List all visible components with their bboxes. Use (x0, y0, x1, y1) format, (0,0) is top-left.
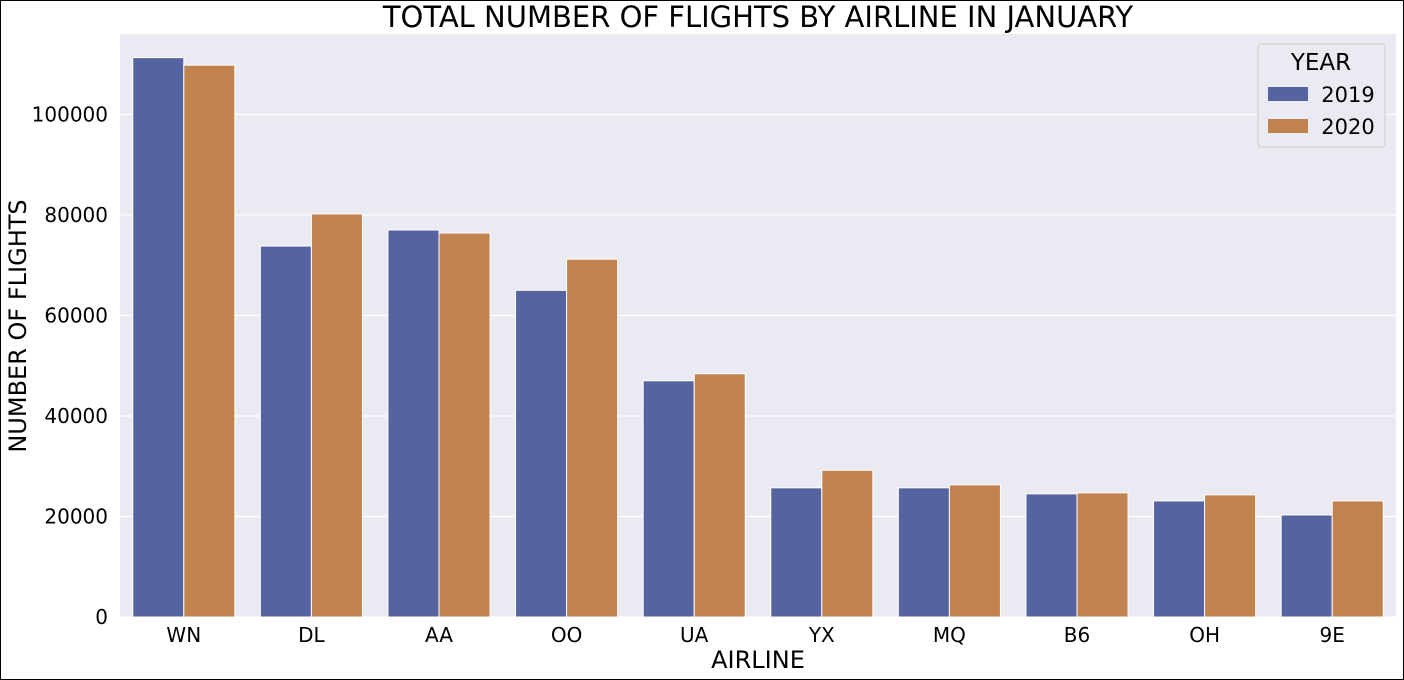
bar-MQ-2019 (897, 487, 950, 618)
y-tick-label: 100000 (32, 102, 108, 126)
bar-WN-2020 (183, 64, 236, 618)
bar-9E-2019 (1280, 514, 1333, 618)
legend-label-2019: 2019 (1321, 83, 1374, 107)
x-tick-label: YX (808, 623, 835, 647)
chart-title: TOTAL NUMBER OF FLIGHTS BY AIRLINE IN JA… (382, 0, 1134, 34)
x-tick-label: DL (298, 623, 325, 647)
x-tick-label: AA (425, 623, 453, 647)
x-axis-label: AIRLINE (711, 646, 805, 674)
legend-swatch-2019 (1268, 87, 1308, 101)
legend-swatch-2020 (1268, 119, 1308, 133)
bar-DL-2020 (310, 213, 363, 618)
x-tick-label: MQ (933, 623, 966, 647)
bar-OH-2020 (1204, 494, 1257, 618)
bar-UA-2020 (693, 373, 746, 618)
bar-AA-2019 (387, 229, 440, 618)
bar-9E-2020 (1331, 500, 1384, 618)
x-tick-label: UA (680, 623, 709, 647)
x-tick-label: OO (551, 623, 582, 647)
bar-MQ-2020 (948, 484, 1001, 618)
bar-YX-2020 (821, 469, 874, 618)
bar-YX-2019 (770, 487, 823, 618)
legend-label-2020: 2020 (1321, 115, 1374, 139)
bar-B6-2020 (1076, 492, 1129, 618)
x-tick-label: 9E (1320, 623, 1345, 647)
x-tick-label: B6 (1064, 623, 1090, 647)
y-tick-label: 20000 (44, 504, 108, 528)
legend: YEAR 2019 2020 (1257, 43, 1386, 148)
bar-DL-2019 (259, 245, 312, 618)
legend-title: YEAR (1290, 50, 1351, 76)
bar-OH-2019 (1153, 500, 1206, 618)
bar-UA-2019 (642, 380, 695, 618)
bar-OO-2019 (515, 289, 568, 618)
bars (132, 57, 1384, 618)
y-axis-label: NUMBER OF FLIGHTS (4, 199, 32, 452)
bar-B6-2019 (1025, 493, 1078, 618)
bar-WN-2019 (132, 57, 185, 618)
bar-AA-2020 (438, 232, 491, 618)
y-tick-label: 0 (95, 605, 108, 629)
y-tick-label: 80000 (44, 203, 108, 227)
x-axis-ticks: WN DL AA OO UA YX MQ B6 OH 9E (166, 623, 1344, 647)
x-tick-label: WN (166, 623, 201, 647)
y-axis-ticks: 0 20000 40000 60000 80000 100000 (32, 102, 108, 629)
y-tick-label: 40000 (44, 404, 108, 428)
y-tick-label: 60000 (44, 303, 108, 327)
bar-OO-2020 (566, 258, 619, 618)
x-tick-label: OH (1189, 623, 1220, 647)
